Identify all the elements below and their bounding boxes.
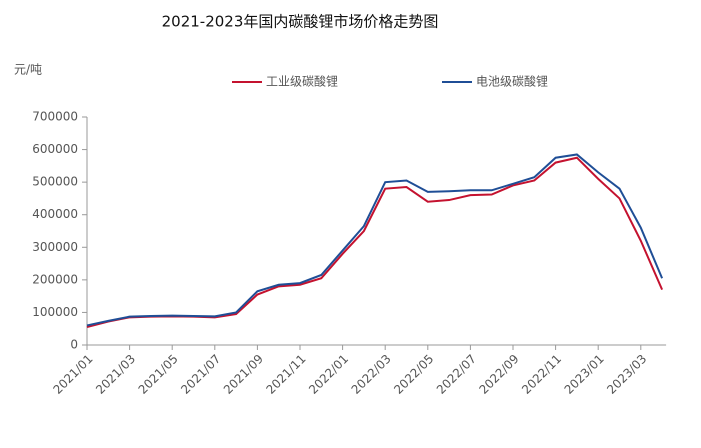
chart-title: 2021-2023年国内碳酸锂市场价格走势图 [162,13,439,31]
series-line [86,153,664,327]
y-tick-label: 700000 [32,110,78,124]
x-tick-label: 2022/07 [434,352,479,397]
x-tick-label: 2021/09 [221,352,266,397]
x-tick-label: 2021/07 [178,352,223,397]
y-tick-label: 200000 [32,272,78,286]
x-tick-label: 2021/01 [50,352,95,397]
x-tick-label: 2022/11 [519,352,564,397]
x-tick-label: 2021/11 [263,352,308,397]
y-tick-label: 100000 [32,305,78,319]
x-tick-label: 2021/03 [93,352,138,397]
x-tick-label: 2022/09 [476,352,521,397]
y-tick-label: 0 [70,338,78,352]
x-tick-label: 2023/01 [562,352,607,397]
y-axis-label: 元/吨 [14,63,42,77]
legend-label: 工业级碳酸锂 [266,74,338,89]
y-tick-label: 300000 [32,240,78,254]
y-tick-label: 600000 [32,142,78,156]
x-tick-label: 2021/05 [136,352,181,397]
legend-label: 电池级碳酸锂 [476,74,548,89]
x-tick-label: 2023/03 [604,352,649,397]
x-tick-label: 2022/03 [349,352,394,397]
y-tick-label: 400000 [32,207,78,221]
x-tick-label: 2022/01 [306,352,351,397]
series-line [86,156,664,329]
x-tick-label: 2022/05 [391,352,436,397]
y-tick-label: 500000 [32,175,78,189]
